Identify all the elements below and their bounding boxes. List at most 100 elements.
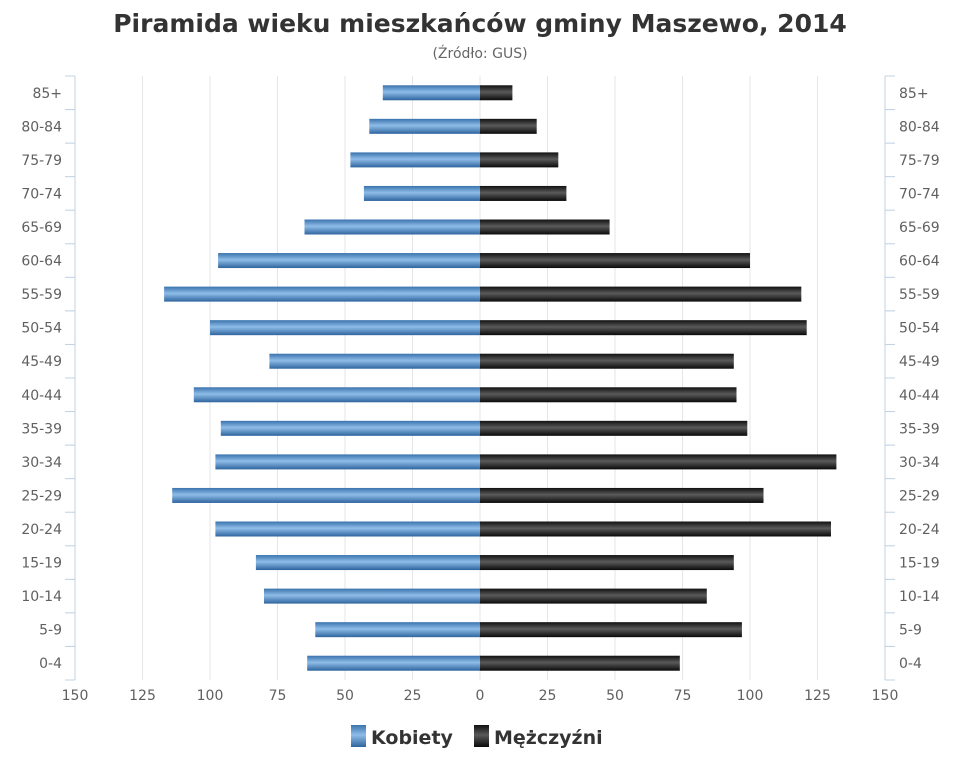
- bar-mezczyzni[interactable]: [480, 286, 802, 302]
- category-label-left: 20-24: [21, 522, 62, 538]
- category-label-right: 15-19: [899, 556, 940, 572]
- category-label-right: 55-59: [899, 287, 940, 303]
- bar-mezczyzni[interactable]: [480, 521, 831, 537]
- bar-mezczyzni[interactable]: [480, 253, 750, 269]
- category-label-left: 50-54: [21, 321, 62, 337]
- bar-mezczyzni[interactable]: [480, 555, 734, 571]
- bar-mezczyzni[interactable]: [480, 185, 567, 201]
- bar-mezczyzni[interactable]: [480, 622, 742, 638]
- category-label-right: 0-4: [899, 656, 922, 672]
- bar-mezczyzni[interactable]: [480, 85, 513, 101]
- category-label-right: 85+: [899, 86, 929, 102]
- bar-mezczyzni[interactable]: [480, 655, 680, 671]
- category-label-left: 10-14: [21, 589, 62, 605]
- gridlines: [142, 76, 818, 680]
- x-tick-label: 125: [804, 688, 831, 704]
- bar-kobiety[interactable]: [350, 152, 480, 168]
- bar-mezczyzni[interactable]: [480, 387, 737, 403]
- category-label-left: 0-4: [39, 656, 62, 672]
- category-label-right: 45-49: [899, 354, 940, 370]
- category-label-left: 75-79: [21, 153, 62, 169]
- bar-kobiety[interactable]: [218, 253, 480, 269]
- legend: Kobiety Mężczyźni: [351, 725, 603, 749]
- category-label-right: 5-9: [899, 623, 922, 639]
- category-label-left: 65-69: [21, 220, 62, 236]
- bar-mezczyzni[interactable]: [480, 118, 537, 134]
- bar-kobiety[interactable]: [220, 420, 481, 436]
- bar-mezczyzni[interactable]: [480, 152, 559, 168]
- bar-kobiety[interactable]: [210, 320, 480, 336]
- category-label-left: 15-19: [21, 556, 62, 572]
- category-label-left: 60-64: [21, 254, 62, 270]
- bar-kobiety[interactable]: [193, 387, 481, 403]
- category-label-right: 10-14: [899, 589, 940, 605]
- category-labels: 85+ 85+ 80-84 80-84 75-79 75-79 70-74 70-74 65-6…: [21, 86, 939, 672]
- bar-mezczyzni[interactable]: [480, 353, 734, 369]
- bar-kobiety[interactable]: [382, 85, 480, 101]
- category-label-left: 5-9: [39, 623, 62, 639]
- x-tick-label: 100: [197, 688, 224, 704]
- x-tick-label: 150: [62, 688, 89, 704]
- category-label-right: 35-39: [899, 421, 940, 437]
- bar-kobiety[interactable]: [307, 655, 480, 671]
- category-label-left: 80-84: [21, 119, 62, 135]
- bar-mezczyzni[interactable]: [480, 588, 707, 604]
- category-label-left: 55-59: [21, 287, 62, 303]
- chart-title: Piramida wieku mieszkańców gminy Maszewo…: [113, 9, 847, 38]
- x-tick-label: 0: [476, 688, 485, 704]
- category-label-left: 25-29: [21, 488, 62, 504]
- category-label-right: 60-64: [899, 254, 940, 270]
- bar-kobiety[interactable]: [172, 487, 480, 503]
- bar-kobiety[interactable]: [315, 622, 480, 638]
- chart-subtitle: (Źródło: GUS): [432, 44, 527, 62]
- bar-mezczyzni[interactable]: [480, 320, 807, 336]
- category-label-right: 65-69: [899, 220, 940, 236]
- axes: [65, 75, 895, 681]
- category-label-right: 80-84: [899, 119, 940, 135]
- bar-mezczyzni[interactable]: [480, 420, 748, 436]
- bar-kobiety[interactable]: [215, 454, 480, 470]
- category-label-left: 45-49: [21, 354, 62, 370]
- category-label-left: 40-44: [21, 388, 62, 404]
- category-label-right: 50-54: [899, 321, 940, 337]
- bar-mezczyzni[interactable]: [480, 219, 610, 235]
- bar-kobiety[interactable]: [164, 286, 480, 302]
- legend-label-kobiety: Kobiety: [371, 727, 454, 749]
- bar-kobiety[interactable]: [269, 353, 480, 369]
- category-label-right: 25-29: [899, 488, 940, 504]
- x-tick-label: 125: [129, 688, 156, 704]
- category-label-right: 70-74: [899, 186, 940, 202]
- category-label-left: 85+: [32, 86, 62, 102]
- x-axis-tick-labels: 150 125 100 75 50 25 0 25 50 75 100 125 150: [62, 688, 899, 704]
- legend-swatch-kobiety: [351, 725, 366, 747]
- legend-item-mezczyzni[interactable]: Mężczyźni: [474, 725, 603, 749]
- bar-kobiety[interactable]: [255, 555, 480, 571]
- x-tick-label: 25: [404, 688, 422, 704]
- x-tick-label: 25: [539, 688, 557, 704]
- x-tick-label: 75: [269, 688, 287, 704]
- category-label-right: 20-24: [899, 522, 940, 538]
- legend-item-kobiety[interactable]: Kobiety: [351, 725, 454, 749]
- x-tick-label: 50: [606, 688, 624, 704]
- bar-kobiety[interactable]: [363, 185, 480, 201]
- bar-kobiety[interactable]: [304, 219, 481, 235]
- bar-kobiety[interactable]: [264, 588, 480, 604]
- bar-mezczyzni[interactable]: [480, 454, 837, 470]
- bar-mezczyzni[interactable]: [480, 487, 764, 503]
- category-label-left: 70-74: [21, 186, 62, 202]
- category-label-left: 30-34: [21, 455, 62, 471]
- category-label-right: 30-34: [899, 455, 940, 471]
- x-tick-label: 100: [737, 688, 764, 704]
- legend-label-mezczyzni: Mężczyźni: [494, 727, 603, 749]
- bar-kobiety[interactable]: [369, 118, 480, 134]
- bar-kobiety[interactable]: [215, 521, 480, 537]
- x-tick-label: 150: [872, 688, 899, 704]
- legend-swatch-mezczyzni: [474, 725, 489, 747]
- x-tick-label: 50: [336, 688, 354, 704]
- x-tick-label: 75: [674, 688, 692, 704]
- category-label-left: 35-39: [21, 421, 62, 437]
- category-label-right: 75-79: [899, 153, 940, 169]
- category-label-right: 40-44: [899, 388, 940, 404]
- bars: [164, 85, 837, 671]
